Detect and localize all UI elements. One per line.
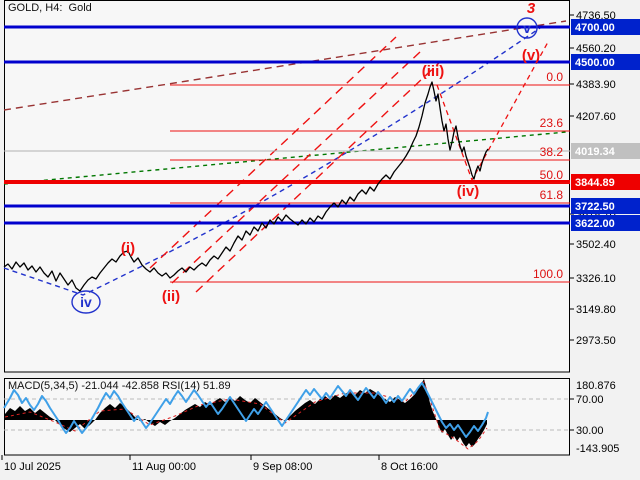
fib-label-61.8[interactable]: 61.8 bbox=[540, 188, 564, 202]
wave-label-(iv)[interactable]: (iv) bbox=[457, 183, 480, 200]
macd-tick-30.00: 30.00 bbox=[576, 425, 604, 437]
wave-label-(v)[interactable]: (v) bbox=[522, 47, 540, 64]
main-plot-frame bbox=[4, 0, 570, 373]
green-dashed-ma-line[interactable] bbox=[3, 131, 567, 185]
x-label-10-jul-2025: 10 Jul 2025 bbox=[4, 461, 61, 473]
price-badge-3722.50 bbox=[571, 198, 640, 214]
fib-label-100.0[interactable]: 100.0 bbox=[533, 267, 563, 281]
red-channel-line-3[interactable] bbox=[195, 61, 441, 293]
rsi-line bbox=[3, 382, 489, 438]
red-channel-line-1[interactable] bbox=[149, 36, 397, 269]
indicator-values-label: MACD(5,34,5) -21.044 -42.858 RSI(14) 51.… bbox=[8, 380, 231, 392]
y-tick-2973.50: 2973.50 bbox=[576, 335, 616, 347]
y-tick-4560.20: 4560.20 bbox=[576, 43, 616, 55]
wave-circled-label-iv[interactable]: iv bbox=[80, 294, 92, 310]
wave-circled-label-v[interactable]: v bbox=[523, 20, 531, 36]
price-badge-label-3622.00: 3622.00 bbox=[575, 218, 615, 230]
macd-tick--143.905: -143.905 bbox=[576, 443, 619, 455]
x-label-11-aug-00-00: 11 Aug 00:00 bbox=[132, 461, 196, 473]
wave-label-(ii)[interactable]: (ii) bbox=[162, 288, 180, 305]
wave-label-(iii)[interactable]: (iii) bbox=[422, 63, 445, 80]
y-tick-4383.90: 4383.90 bbox=[576, 79, 616, 91]
wave-circle-v[interactable] bbox=[516, 17, 538, 39]
fib-label-0.0[interactable]: 0.0 bbox=[546, 70, 563, 84]
longterm-upper-trendline[interactable] bbox=[3, 20, 567, 111]
symbol-title: GOLD, H4: Gold bbox=[8, 2, 92, 14]
wave-label-3[interactable]: 3 bbox=[527, 0, 536, 17]
price-badge-3844.89 bbox=[571, 174, 640, 190]
macd-tick-180.876: 180.876 bbox=[576, 380, 616, 392]
fib-label-23.6[interactable]: 23.6 bbox=[540, 116, 564, 130]
y-tick-3149.80: 3149.80 bbox=[576, 304, 616, 316]
price-badge-3622.00 bbox=[571, 215, 640, 231]
y-tick-3326.10: 3326.10 bbox=[576, 273, 616, 285]
y-tick-3502.40: 3502.40 bbox=[576, 239, 616, 251]
wave-circle-iv[interactable] bbox=[71, 290, 101, 314]
fib-label-50.0[interactable]: 50.0 bbox=[540, 168, 564, 182]
wave-label-(i)[interactable]: (i) bbox=[121, 240, 135, 257]
price-badge-4019.34 bbox=[571, 143, 640, 159]
macd-signal-line bbox=[4, 381, 488, 450]
price-badge-label-3844.89: 3844.89 bbox=[575, 177, 615, 189]
x-label-9-sep-08-00: 9 Sep 08:00 bbox=[253, 461, 312, 473]
price-series-line bbox=[3, 81, 489, 292]
price-badge-label-4500.00: 4500.00 bbox=[575, 57, 615, 69]
price-badge-label-4019.34: 4019.34 bbox=[575, 146, 616, 158]
fib-label-38.2[interactable]: 38.2 bbox=[540, 145, 564, 159]
price-badge-label-4700.00: 4700.00 bbox=[575, 22, 615, 34]
price-badge-label-3722.50: 3722.50 bbox=[575, 201, 615, 213]
price-badge-4700.00 bbox=[571, 19, 640, 35]
macd-histogram bbox=[5, 379, 487, 447]
y-tick-4207.60: 4207.60 bbox=[576, 111, 616, 123]
red-channel-line-2[interactable] bbox=[171, 51, 421, 284]
macd-tick-70.00: 70.00 bbox=[576, 394, 604, 406]
x-label-8-oct-16-00: 8 Oct 16:00 bbox=[381, 461, 438, 473]
price-badge-4500.00 bbox=[571, 54, 640, 70]
